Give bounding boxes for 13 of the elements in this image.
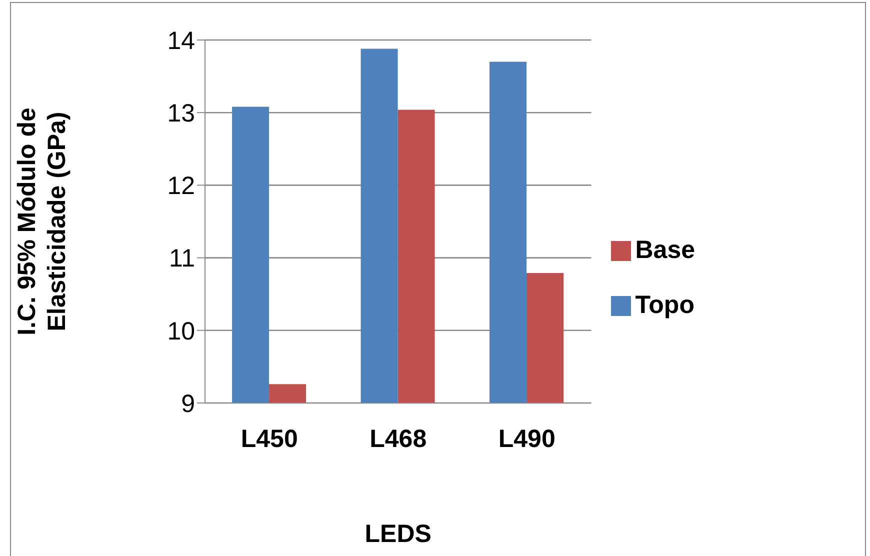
legend-label: Base <box>635 236 695 264</box>
y-tick-label: 12 <box>167 172 195 200</box>
legend-label: Topo <box>635 291 694 319</box>
y-tick-label: 11 <box>169 244 195 273</box>
y-tick-label: 14 <box>167 26 196 55</box>
y-tick-label: 9 <box>181 390 195 418</box>
x-tick-label: L490 <box>498 424 556 453</box>
x-axis-title: LEDS <box>364 520 432 548</box>
y-tick-label: 10 <box>167 317 195 346</box>
x-tick-label: L468 <box>370 424 427 453</box>
y-axis-title: I.C. 95% Módulo de Elasticidade (GPa) <box>13 108 71 336</box>
x-tick-label: L450 <box>240 424 298 453</box>
y-tick-label: 13 <box>167 99 195 128</box>
